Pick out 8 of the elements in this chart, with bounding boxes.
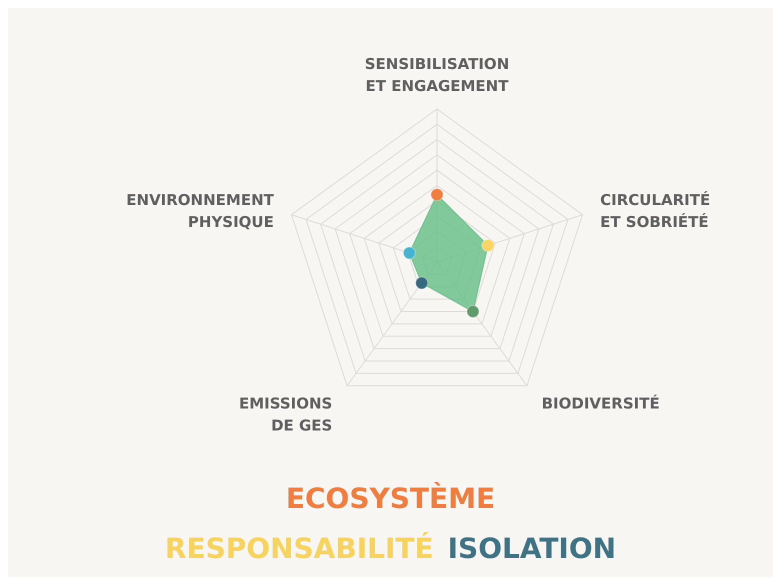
- text: ISOLATION: [448, 532, 616, 565]
- spoke-label: BIODIVERSITÉ: [542, 394, 660, 412]
- spoke-label: SENSIBILISATION ET ENGAGEMENT: [364, 55, 510, 95]
- spoke-label: ENVIRONNEMENT PHYSIQUE: [126, 191, 275, 232]
- text: ECOSYSTÈME: [284, 481, 496, 517]
- spoke-label: CIRCULARITÉ ET SOBRIÉTÉ: [600, 191, 710, 232]
- text: RESPONSABILITÉ: [164, 532, 434, 565]
- spoke-label: EMISSIONS DE GES: [238, 394, 332, 434]
